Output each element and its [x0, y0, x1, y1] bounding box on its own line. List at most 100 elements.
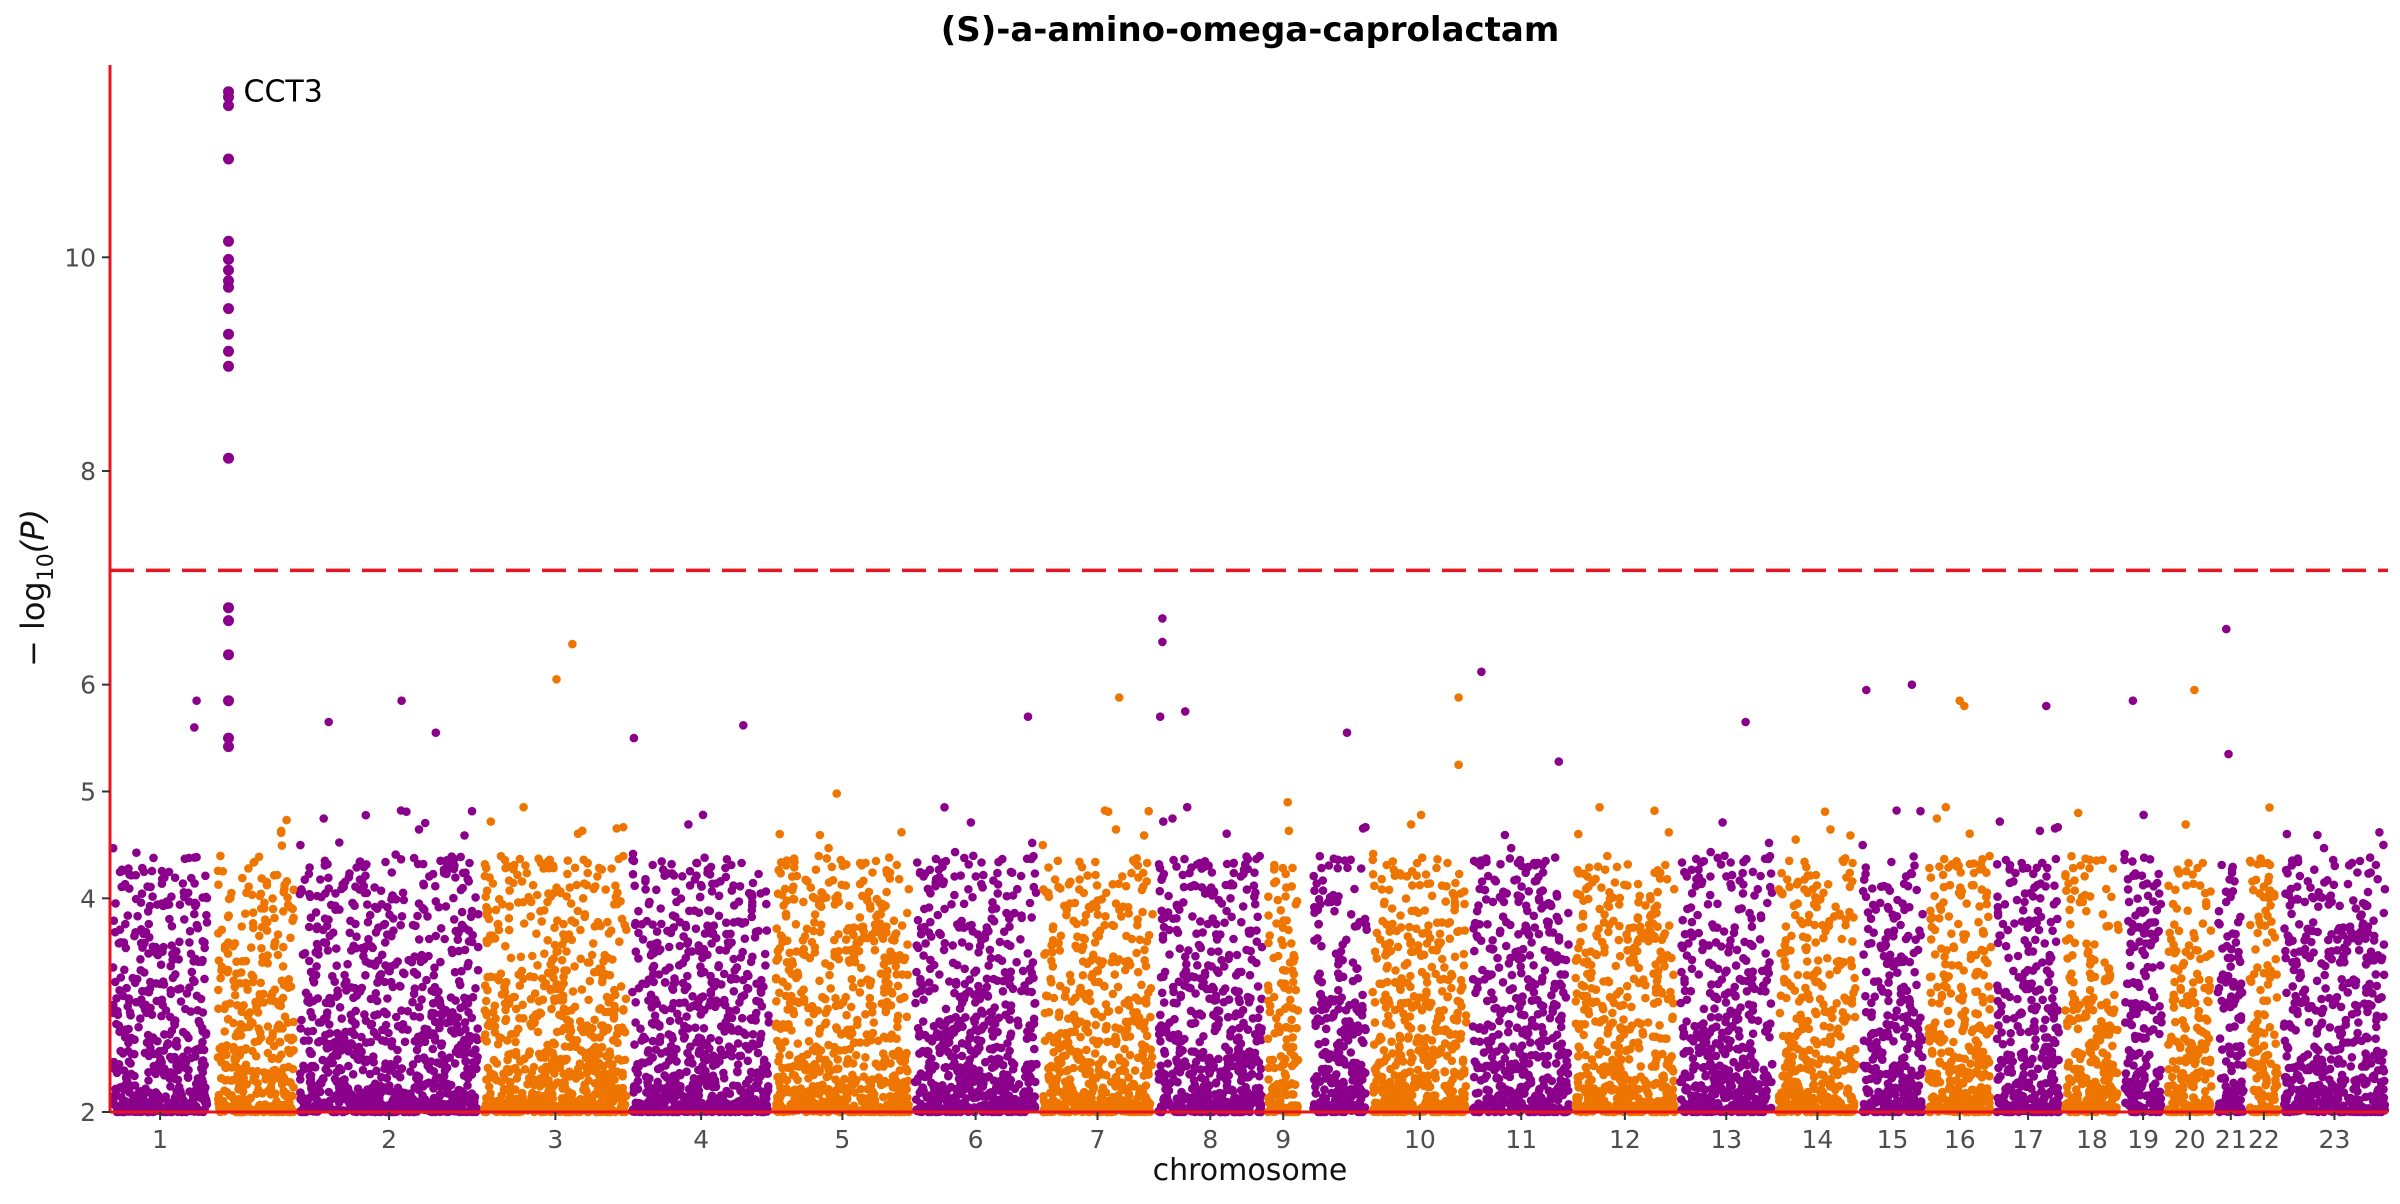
data-point	[913, 1077, 922, 1086]
data-point	[353, 1054, 363, 1064]
data-point	[366, 1099, 375, 1109]
data-point	[694, 996, 704, 1005]
data-point	[517, 877, 527, 886]
data-point	[570, 863, 580, 873]
data-point	[276, 828, 286, 838]
data-point	[501, 1016, 510, 1026]
data-point	[393, 1083, 403, 1093]
data-point	[1115, 1094, 1124, 1104]
data-point	[785, 1088, 794, 1097]
data-point	[559, 1004, 569, 1013]
data-point	[678, 872, 687, 881]
data-point	[468, 1058, 478, 1067]
data-point	[740, 934, 750, 943]
data-point	[580, 1085, 589, 1094]
data-point	[414, 1039, 424, 1049]
data-point	[1121, 881, 1131, 891]
data-point	[481, 996, 491, 1006]
data-point	[553, 916, 562, 925]
data-point	[383, 994, 392, 1003]
data-point	[1094, 1066, 1104, 1075]
data-point	[1038, 840, 1048, 850]
data-point	[158, 947, 167, 956]
data-point	[190, 909, 199, 919]
data-point	[1014, 1080, 1024, 1089]
data-point	[583, 868, 592, 878]
data-point	[1023, 949, 1033, 958]
data-point	[836, 1095, 846, 1105]
data-point	[830, 900, 840, 909]
data-point	[559, 979, 568, 988]
data-point	[648, 860, 657, 870]
data-point	[1044, 1007, 1054, 1017]
data-point	[926, 955, 935, 965]
data-point	[885, 874, 895, 883]
data-point	[188, 975, 198, 985]
data-point	[1124, 1017, 1134, 1027]
data-point	[861, 1053, 870, 1062]
data-point	[863, 975, 872, 984]
data-point	[276, 1001, 286, 1011]
data-point	[950, 847, 960, 857]
data-point	[868, 868, 877, 877]
data-point	[172, 947, 181, 956]
data-point	[616, 897, 625, 906]
data-point	[1141, 1042, 1150, 1051]
data-point	[876, 910, 885, 919]
data-point	[815, 976, 824, 986]
data-point	[1020, 981, 1029, 990]
data-point	[442, 1018, 451, 1028]
data-point	[201, 892, 211, 902]
data-point	[989, 916, 999, 926]
data-point	[565, 1017, 574, 1026]
data-point	[501, 941, 510, 951]
data-point	[995, 937, 1005, 947]
data-point	[562, 1101, 571, 1110]
data-point	[454, 946, 464, 956]
data-point	[1091, 857, 1100, 867]
data-point	[670, 1085, 680, 1095]
data-point	[984, 1015, 993, 1025]
data-point	[764, 1011, 773, 1020]
data-point	[708, 879, 717, 889]
data-point	[408, 997, 417, 1007]
data-point	[1132, 948, 1141, 958]
data-point	[579, 1048, 589, 1057]
data-point	[1075, 987, 1084, 996]
data-point	[657, 919, 666, 929]
data-point	[237, 922, 246, 931]
data-point	[463, 1081, 472, 1090]
data-point	[151, 1069, 161, 1079]
data-point	[636, 1024, 645, 1033]
data-point	[215, 1044, 224, 1053]
data-point	[253, 1078, 262, 1088]
data-point	[168, 1069, 177, 1078]
data-point	[137, 889, 147, 898]
data-point	[644, 899, 654, 909]
data-point	[546, 892, 556, 901]
data-point	[222, 1075, 232, 1085]
data-point	[398, 968, 408, 977]
data-point	[237, 1069, 247, 1078]
data-point	[998, 854, 1007, 864]
data-point	[650, 1086, 660, 1096]
data-point	[610, 1075, 619, 1084]
data-point	[365, 910, 375, 920]
data-point	[393, 957, 403, 966]
data-point	[817, 920, 826, 930]
data-point	[183, 888, 193, 898]
data-point	[1062, 905, 1072, 914]
data-point	[320, 914, 330, 923]
data-point	[371, 928, 381, 937]
data-point	[781, 991, 791, 1001]
data-point	[752, 996, 761, 1006]
data-point	[811, 1062, 821, 1071]
data-point	[486, 1102, 496, 1112]
data-point	[266, 996, 275, 1005]
data-point	[1097, 1012, 1107, 1022]
data-point	[670, 978, 680, 987]
data-point	[599, 1027, 608, 1037]
data-point	[257, 874, 267, 883]
data-point	[136, 955, 145, 964]
data-point	[611, 881, 620, 890]
